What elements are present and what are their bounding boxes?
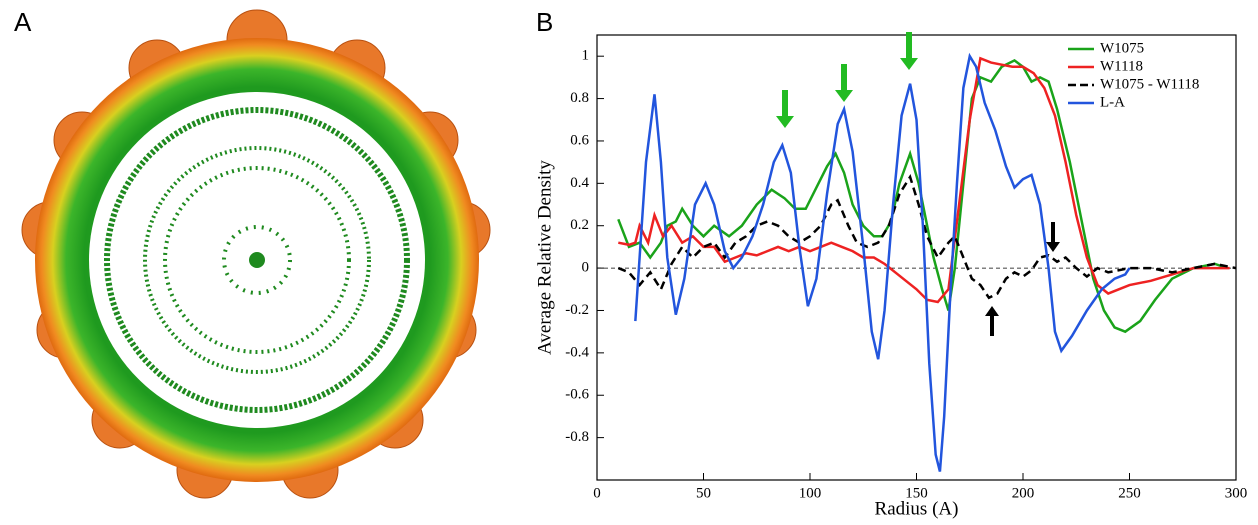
x-tick-label: 200 bbox=[1012, 485, 1035, 501]
y-axis-label: Average Relative Density bbox=[534, 160, 555, 355]
x-tick-label: 250 bbox=[1118, 485, 1141, 501]
legend-label: W1075 - W1118 bbox=[1100, 76, 1199, 92]
plot-frame bbox=[596, 34, 1237, 481]
arrow bbox=[900, 32, 918, 70]
legend-label: W1118 bbox=[1100, 58, 1143, 74]
panel-label: B bbox=[536, 7, 553, 37]
y-tick-label: 0.8 bbox=[570, 90, 589, 106]
y-tick-label: -0.4 bbox=[565, 344, 589, 360]
arrow bbox=[835, 64, 853, 102]
y-tick-label: -0.2 bbox=[565, 302, 589, 318]
x-tick-label: 100 bbox=[799, 485, 822, 501]
legend-label: W1075 bbox=[1100, 40, 1144, 56]
y-tick-label: 0.4 bbox=[570, 175, 589, 191]
series-line bbox=[617, 58, 1228, 334]
series-line bbox=[617, 174, 1237, 300]
arrow bbox=[985, 306, 999, 336]
y-tick-label: 0 bbox=[582, 260, 590, 276]
legend-label: L-A bbox=[1100, 94, 1125, 110]
density-map bbox=[21, 9, 491, 499]
x-axis-label: Radius (A) bbox=[875, 498, 959, 519]
series-line bbox=[618, 56, 1230, 304]
arrow bbox=[776, 90, 794, 128]
x-tick-label: 150 bbox=[905, 485, 928, 501]
annotation-arrows bbox=[985, 222, 1060, 336]
y-tick-label: 0.2 bbox=[570, 217, 589, 233]
x-tick-label: 300 bbox=[1225, 485, 1248, 501]
panel-label: A bbox=[14, 7, 32, 37]
annotation-arrows bbox=[776, 32, 918, 128]
x-tick-label: 50 bbox=[696, 485, 711, 501]
x-tick-label: 0 bbox=[593, 485, 601, 501]
y-tick-label: 0.6 bbox=[570, 132, 589, 148]
y-tick-label: 1 bbox=[582, 48, 590, 64]
y-tick-label: -0.8 bbox=[565, 429, 589, 445]
series-line bbox=[634, 52, 1131, 472]
chart-b: 0 50 100 150 200 250 300 -0.8 -0.6 -0.4 -0.2 0 0.2 0.… bbox=[534, 34, 1248, 519]
y-tick-label: -0.6 bbox=[565, 387, 589, 403]
arrow bbox=[1046, 222, 1060, 252]
